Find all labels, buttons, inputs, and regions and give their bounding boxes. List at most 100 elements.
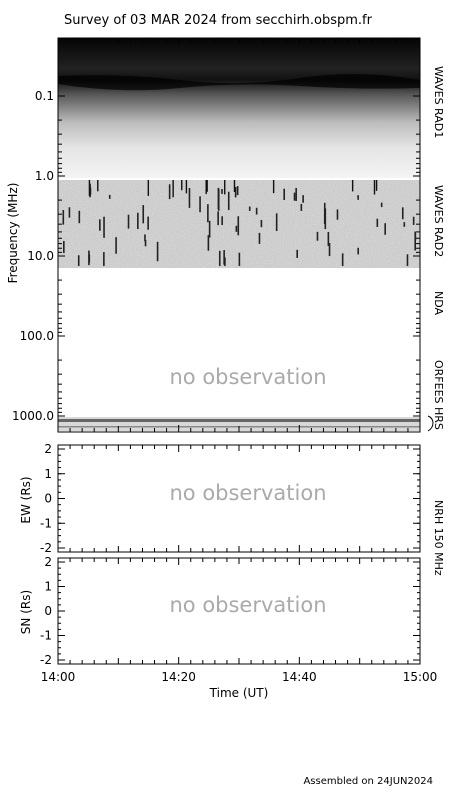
burst-mark — [272, 180, 275, 194]
position-tick-label: -2 — [40, 541, 52, 555]
burst-mark — [181, 180, 183, 191]
chart-title: Survey of 03 MAR 2024 from secchirh.obsp… — [64, 13, 373, 28]
burst-mark — [168, 184, 171, 200]
burst-mark — [296, 249, 298, 258]
ew-axis-label: EW (Rs) — [19, 476, 33, 523]
burst-mark — [108, 194, 111, 199]
burst-mark — [341, 253, 344, 266]
spectrogram-panel: 0.1 1.0 10.0 100.0 1000.0 no observation WAV… — [12, 37, 445, 433]
rad1-spectrum — [58, 38, 420, 178]
burst-mark — [260, 220, 263, 228]
instrument-label-hrs: HRS — [432, 407, 445, 430]
burst-mark — [115, 237, 117, 254]
freq-tick-label: 1000.0 — [12, 409, 54, 423]
burst-mark — [208, 220, 211, 238]
rad2-burst-marks — [62, 180, 417, 266]
burst-mark — [147, 216, 149, 230]
burst-mark — [199, 196, 201, 213]
spectrogram-ticks: 0.1 1.0 10.0 100.0 1000.0 — [12, 38, 421, 432]
burst-mark — [401, 207, 404, 220]
position-tick-label: 1 — [44, 580, 52, 594]
burst-mark — [221, 189, 223, 194]
burst-mark — [357, 195, 359, 200]
position-tick-label: -2 — [40, 653, 52, 667]
burst-mark — [103, 216, 105, 238]
burst-mark — [238, 252, 241, 266]
ew-ticks: 2 1 0 -1 -2 — [40, 442, 421, 555]
burst-mark — [206, 180, 208, 192]
burst-mark — [275, 213, 278, 231]
instrument-label-rad2: WAVES RAD2 — [432, 185, 445, 257]
position-tick-label: 2 — [44, 555, 52, 569]
sn-no-observation: no observation — [169, 593, 326, 617]
burst-mark — [293, 192, 296, 201]
burst-mark — [376, 218, 379, 227]
burst-mark — [227, 191, 230, 211]
burst-mark — [185, 180, 188, 194]
burst-mark — [302, 195, 304, 203]
burst-mark — [351, 180, 354, 192]
burst-mark — [357, 247, 360, 255]
burst-mark — [127, 214, 130, 229]
burst-mark — [300, 203, 303, 211]
burst-mark — [380, 202, 383, 208]
burst-mark — [327, 231, 330, 246]
burst-mark — [88, 180, 91, 196]
position-tick-label: 2 — [44, 442, 52, 456]
burst-mark — [224, 257, 226, 266]
burst-mark — [223, 250, 225, 265]
burst-mark — [77, 255, 80, 266]
burst-mark — [103, 252, 105, 266]
ew-no-observation: no observation — [169, 481, 326, 505]
burst-mark — [336, 209, 339, 220]
burst-mark — [188, 188, 191, 208]
burst-mark — [406, 254, 409, 266]
instrument-label-nda: NDA — [432, 291, 445, 316]
burst-mark — [144, 239, 147, 247]
time-tick-label: 14:40 — [282, 670, 317, 684]
burst-mark — [234, 186, 237, 198]
burst-mark — [316, 231, 319, 241]
time-tick-label: 14:00 — [41, 670, 76, 684]
freq-tick-label: 0.1 — [35, 89, 54, 103]
burst-mark — [414, 233, 417, 241]
burst-mark — [156, 241, 159, 262]
burst-mark — [295, 187, 297, 201]
freq-tick-label: 100.0 — [20, 329, 54, 343]
burst-mark — [217, 187, 220, 210]
instrument-label-orfees: ORFEES — [432, 360, 445, 404]
burst-mark — [384, 223, 386, 235]
burst-mark — [328, 243, 331, 257]
freq-tick-label: 10.0 — [27, 249, 54, 263]
burst-mark — [142, 205, 145, 224]
burst-mark — [375, 180, 378, 191]
sn-ticks: 2 1 0 -1 -2 — [40, 555, 421, 667]
burst-mark — [221, 216, 223, 226]
position-tick-label: 0 — [44, 492, 52, 506]
burst-mark — [99, 219, 101, 231]
burst-mark — [62, 210, 65, 225]
hrs-bracket — [427, 415, 434, 432]
burst-mark — [248, 206, 251, 211]
burst-mark — [89, 187, 92, 195]
burst-mark — [137, 212, 139, 230]
burst-mark — [236, 186, 239, 196]
burst-mark — [373, 180, 376, 195]
burst-mark — [147, 180, 150, 196]
instrument-label-rad1: WAVES RAD1 — [432, 66, 445, 138]
burst-mark — [414, 231, 416, 251]
burst-mark — [207, 204, 209, 223]
assembled-footer: Assembled on 24JUN2024 — [303, 776, 433, 787]
position-tick-label: -1 — [40, 629, 52, 643]
freq-tick-label: 1.0 — [35, 169, 54, 183]
ew-panel: 2 1 0 -1 -2 EW (Rs) no observation NRH 150 M… — [19, 442, 445, 576]
burst-mark — [88, 254, 91, 263]
burst-mark — [258, 232, 261, 244]
burst-mark — [324, 208, 327, 230]
burst-mark — [235, 225, 238, 232]
burst-mark — [97, 180, 99, 192]
burst-mark — [68, 207, 71, 218]
time-tick-label: 14:20 — [161, 670, 196, 684]
sn-axis-label: SN (Rs) — [19, 590, 33, 634]
